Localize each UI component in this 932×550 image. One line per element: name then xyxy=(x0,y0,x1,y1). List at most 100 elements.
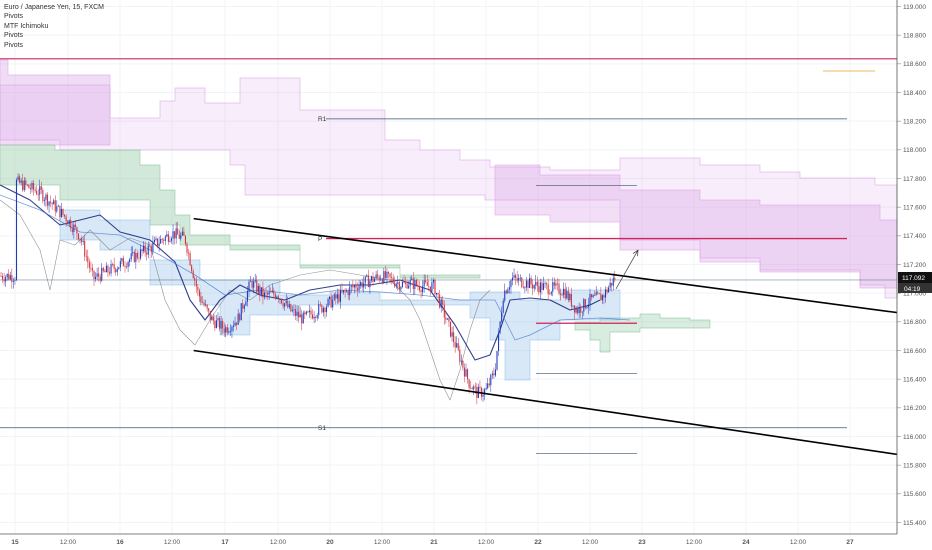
candle-up xyxy=(322,307,324,313)
candle-down xyxy=(445,317,447,320)
candle-up xyxy=(240,303,242,321)
candle-down xyxy=(294,309,297,316)
candle-up xyxy=(592,295,594,298)
candle-up xyxy=(484,389,486,395)
countdown-badge-bg xyxy=(898,283,932,293)
candle-down xyxy=(538,286,540,293)
candle-down xyxy=(167,234,169,242)
candle-down xyxy=(29,188,31,190)
candle-up xyxy=(56,206,58,212)
candle-up xyxy=(539,282,541,293)
candle-down xyxy=(62,208,64,215)
candle-up xyxy=(400,286,402,290)
candle-up xyxy=(336,294,338,299)
indicator-lines xyxy=(0,184,631,401)
candle-up xyxy=(316,315,318,318)
candle-up xyxy=(12,280,14,282)
candle-down xyxy=(324,307,326,313)
candle-up xyxy=(152,242,154,252)
candle-up xyxy=(127,262,129,267)
candle-down xyxy=(600,293,602,301)
candle-down xyxy=(389,273,391,278)
candle-up xyxy=(313,316,315,319)
candle-down xyxy=(425,280,427,283)
candle-up xyxy=(508,287,510,290)
trendlines xyxy=(193,217,898,456)
candle-up xyxy=(31,182,33,190)
candle-up xyxy=(529,278,531,288)
candle-down xyxy=(355,285,357,289)
cloud-purple-large xyxy=(0,77,898,299)
candle-down xyxy=(549,293,551,295)
conversion-line xyxy=(0,184,601,361)
candle-up xyxy=(229,331,231,333)
candle-down xyxy=(352,285,354,288)
candle-down xyxy=(144,245,146,253)
candle-down xyxy=(312,314,314,319)
candle-down xyxy=(76,226,78,234)
candle-up xyxy=(243,305,245,309)
candle-up xyxy=(498,332,500,352)
candle-up xyxy=(485,388,487,390)
projection-arrow-line xyxy=(615,249,639,290)
candle-up xyxy=(422,286,424,293)
candle-up xyxy=(79,238,81,240)
candle-up xyxy=(578,306,580,314)
candle-up xyxy=(411,278,413,280)
candle-down xyxy=(298,311,300,318)
x-tick-label: 12:00 xyxy=(790,539,807,546)
candle-up xyxy=(595,292,597,296)
candle-up xyxy=(121,258,123,262)
candle-down xyxy=(418,286,421,291)
candle-up xyxy=(353,285,355,288)
candle-up xyxy=(339,290,341,302)
candle-up xyxy=(284,303,286,307)
x-tick-label: 21 xyxy=(430,539,438,546)
candle-up xyxy=(180,235,182,239)
x-tick-label: 12:00 xyxy=(60,539,77,546)
candle-down xyxy=(112,263,114,265)
candle-down xyxy=(1,276,4,280)
candle-up xyxy=(57,205,59,207)
candle-up xyxy=(153,239,155,243)
candle-down xyxy=(522,287,524,288)
candle-down xyxy=(209,311,211,321)
legend-indicator: Pivots xyxy=(4,32,24,40)
candle-up xyxy=(155,238,157,240)
candle-down xyxy=(448,318,450,322)
candle-up xyxy=(358,285,360,291)
candle-down xyxy=(378,276,380,281)
candle-up xyxy=(296,311,298,316)
x-tick-label: 12:00 xyxy=(686,539,703,546)
candle-down xyxy=(415,280,417,286)
trendline-channel-lower xyxy=(193,349,898,456)
candle-down xyxy=(471,387,473,390)
y-tick-label: 117.800 xyxy=(903,176,926,183)
candle-down xyxy=(81,238,83,242)
candle-up xyxy=(39,186,41,195)
candle-down xyxy=(25,180,27,185)
candle-up xyxy=(228,331,230,333)
candle-down xyxy=(273,290,275,295)
candle-down xyxy=(556,283,558,285)
chart-legend: Euro / Japanese Yen, 15, FXCM Pivots MTF… xyxy=(4,3,104,50)
candle-up xyxy=(96,273,98,277)
candle-down xyxy=(122,258,124,267)
candle-down xyxy=(19,176,21,183)
candle-down xyxy=(197,286,199,291)
candle-down xyxy=(198,290,200,297)
candle-down xyxy=(37,194,39,196)
candle-up xyxy=(572,305,574,307)
candle-down xyxy=(516,277,518,281)
candle-down xyxy=(459,349,461,362)
candle-up xyxy=(360,282,362,286)
candle-up xyxy=(349,286,351,296)
x-tick-label: 16 xyxy=(116,539,124,546)
candle-up xyxy=(510,280,512,288)
candle-down xyxy=(536,281,538,287)
candle-down xyxy=(50,201,52,203)
candle-down xyxy=(307,311,309,313)
price-badge-value: 117.092 xyxy=(902,275,925,282)
